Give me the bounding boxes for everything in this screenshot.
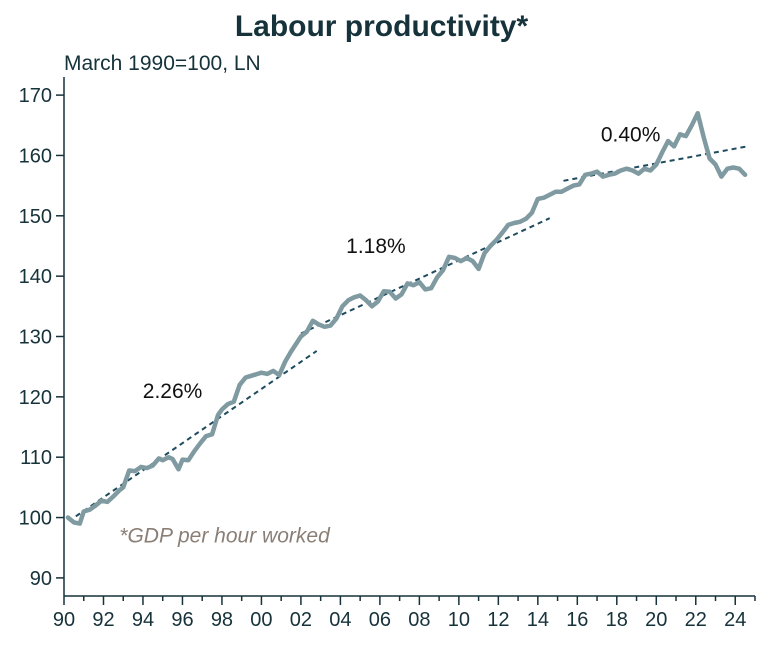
- y-tick-label: 160: [19, 145, 52, 167]
- x-tick-label: 20: [645, 609, 667, 631]
- x-tick-label: 12: [487, 609, 509, 631]
- growth-rate-label: 2.26%: [143, 380, 203, 403]
- x-tick-label: 18: [606, 609, 628, 631]
- x-tick-label: 14: [527, 609, 549, 631]
- y-tick-label: 120: [19, 387, 52, 409]
- annotations: 2.26% 1.18% 0.40%: [143, 124, 661, 403]
- y-tick-label: 170: [19, 85, 52, 107]
- chart-title: Labour productivity*: [234, 10, 529, 43]
- trend-line: [75, 350, 318, 518]
- x-tick-label: 92: [92, 609, 114, 631]
- x-tick-label: 02: [290, 609, 312, 631]
- x-tick-label: 90: [53, 609, 75, 631]
- x-tick-label: 22: [685, 609, 707, 631]
- y-tick-label: 100: [19, 508, 52, 530]
- y-tick-label: 140: [19, 266, 52, 288]
- x-tick-label: 16: [566, 609, 588, 631]
- growth-rate-label: 0.40%: [601, 124, 661, 147]
- x-tick-label: 96: [171, 609, 193, 631]
- y-tick-label: 130: [19, 327, 52, 349]
- chart-subtitle: March 1990=100, LN: [64, 52, 261, 75]
- x-tick-label: 00: [250, 609, 272, 631]
- x-tick-label: 04: [329, 609, 351, 631]
- x-tick-label: 98: [211, 609, 233, 631]
- x-tick-label: 06: [369, 609, 391, 631]
- y-tick-label: 90: [30, 568, 52, 590]
- series-lines: [65, 110, 748, 526]
- x-tick-label: 10: [448, 609, 470, 631]
- footnote: *GDP per hour worked: [119, 524, 331, 547]
- productivity-line: [65, 110, 748, 526]
- trend-lines: [75, 145, 748, 518]
- y-tick-label: 110: [20, 447, 52, 469]
- x-tick-label: 24: [724, 609, 746, 631]
- x-tick-label: 94: [132, 609, 154, 631]
- x-tick-label: 08: [408, 609, 430, 631]
- x-axis: 90 92 94 96 98 00 02 04 06 08 10 12 14 16 18 20 22 24: [53, 595, 756, 631]
- y-axis: 90 100 110 120 130 140 150 160 170: [19, 77, 65, 596]
- growth-rate-label: 1.18%: [346, 235, 406, 258]
- trend-line: [300, 217, 551, 335]
- y-tick-label: 150: [19, 206, 52, 228]
